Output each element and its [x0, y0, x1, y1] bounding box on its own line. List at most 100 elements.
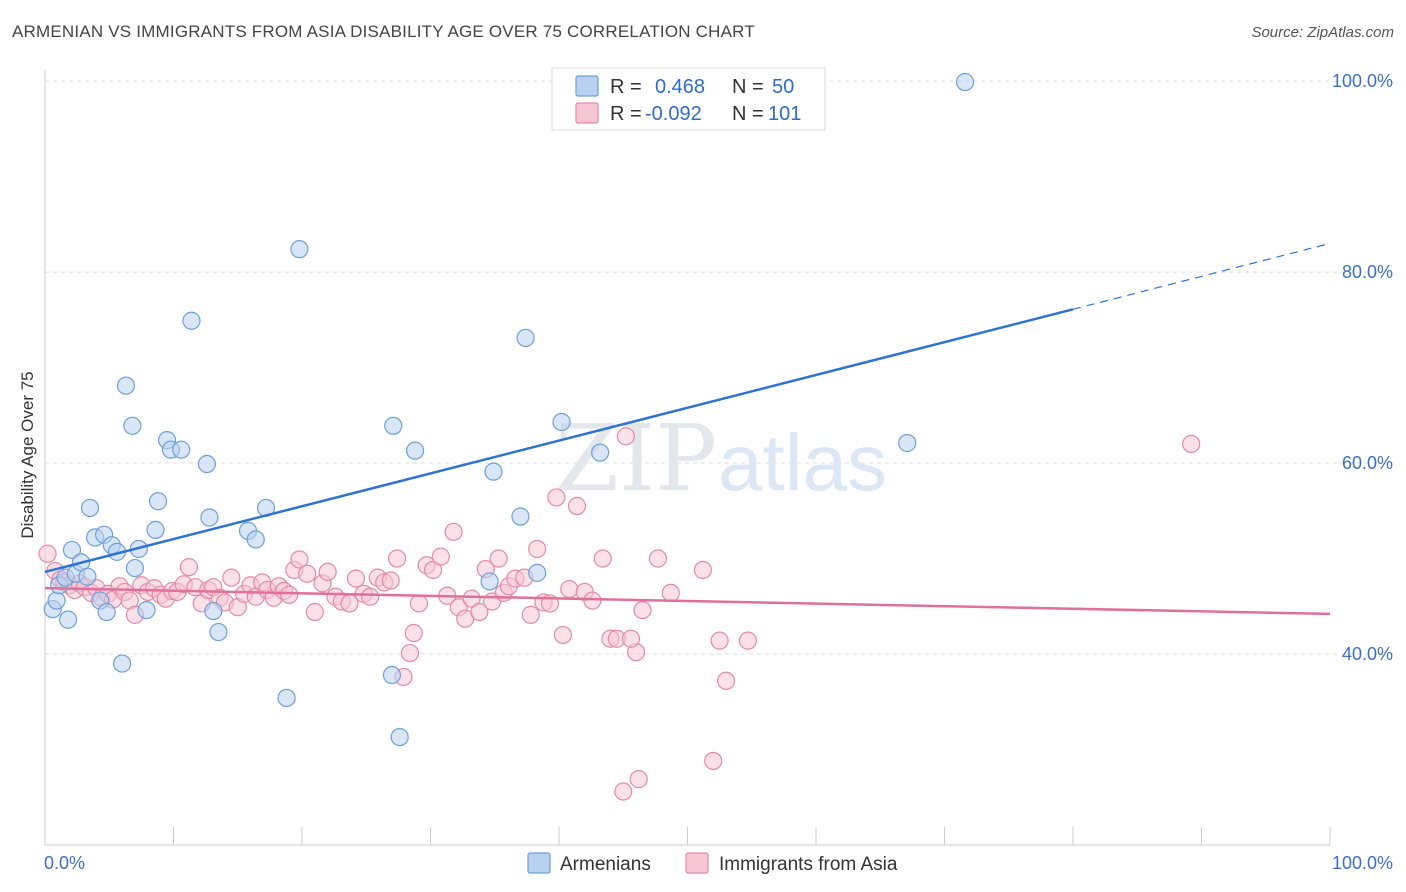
immigrants-point-83 — [547, 488, 566, 507]
immigrants-point-96 — [661, 583, 680, 603]
bottom-legend-immigrants: Immigrants from Asia — [719, 854, 898, 875]
legend-r-value-armenians: 0.468 — [655, 76, 705, 98]
immigrants-point-97 — [693, 560, 713, 580]
immigrants-point-86 — [567, 496, 587, 516]
armenians-point-40 — [405, 441, 425, 460]
y-tick-label-1: 60.0% — [1342, 453, 1393, 473]
legend-n-value-immigrants: 101 — [768, 103, 801, 125]
immigrants-point-94 — [633, 600, 652, 620]
immigrants-point-103 — [704, 751, 723, 771]
immigrants-point-84 — [553, 625, 572, 645]
immigrants-point-45 — [298, 564, 317, 583]
x-tick-label-0: 0.0% — [44, 853, 85, 873]
armenians-point-29 — [200, 508, 219, 527]
immigrants-point-61 — [404, 623, 423, 643]
armenians-trend-extension — [1072, 242, 1331, 310]
legend-r-value-immigrants: -0.092 — [645, 103, 702, 125]
armenians-point-23 — [148, 492, 168, 511]
series-immigrants-from-asia — [38, 427, 1201, 801]
watermark-zip: ZIP — [555, 405, 717, 512]
armenians-point-13 — [97, 602, 116, 622]
immigrants-point-52 — [346, 569, 366, 588]
armenians-point-31 — [209, 622, 228, 642]
immigrants-point-57 — [381, 571, 400, 590]
immigrants-point-64 — [423, 560, 443, 580]
armenians-point-18 — [123, 416, 142, 435]
armenians-point-45 — [528, 563, 547, 582]
watermark-atlas: atlas — [718, 418, 887, 507]
immigrants-point-74 — [489, 549, 508, 568]
armenians-point-28 — [197, 454, 217, 474]
immigrants-point-92 — [616, 427, 635, 446]
immigrants-point-65 — [431, 547, 450, 566]
immigrants-point-100 — [1182, 434, 1201, 454]
armenians-point-35 — [277, 688, 296, 708]
series-armenians — [43, 72, 975, 747]
immigrants-point-101 — [614, 782, 633, 801]
armenians-point-30 — [204, 601, 223, 621]
source-credit: Source: ZipAtlas.com — [1251, 24, 1394, 41]
immigrants-point-80 — [528, 539, 547, 559]
legend-n-label-armenians: N = — [732, 76, 764, 98]
armenians-point-36 — [290, 240, 309, 259]
armenians-point-4 — [59, 610, 78, 629]
chart-title: ARMENIAN VS IMMIGRANTS FROM ASIA DISABIL… — [12, 22, 755, 41]
immigrants-point-54 — [361, 587, 380, 606]
immigrants-point-46 — [305, 602, 324, 622]
immigrants-point-79 — [521, 605, 540, 624]
immigrants-point-67 — [444, 522, 463, 541]
armenians-point-48 — [898, 433, 917, 453]
legend-r-label-armenians: R = — [610, 76, 642, 98]
immigrants-point-105 — [621, 629, 641, 648]
legend-n-value-armenians: 50 — [772, 76, 794, 98]
immigrants-point-62 — [409, 594, 429, 613]
armenians-point-19 — [125, 558, 145, 578]
armenians-point-17 — [116, 376, 136, 395]
immigrants-point-0 — [38, 544, 57, 563]
armenians-point-8 — [78, 567, 97, 586]
y-axis-label: Disability Age Over 75 — [18, 371, 37, 538]
armenians-point-42 — [484, 462, 503, 481]
y-tick-label-2: 80.0% — [1342, 262, 1393, 282]
immigrants-point-58 — [387, 549, 407, 568]
immigrants-point-42 — [280, 585, 299, 604]
y-tick-label-3: 100.0% — [1332, 71, 1393, 91]
armenians-point-21 — [137, 600, 156, 620]
bottom-legend-armenians: Armenians — [560, 854, 651, 875]
armenians-point-47 — [591, 443, 610, 462]
armenians-point-49 — [955, 72, 975, 92]
armenians-point-5 — [62, 540, 82, 560]
axes — [44, 70, 1331, 846]
immigrants-point-88 — [583, 591, 602, 610]
immigrants-point-102 — [629, 770, 648, 789]
armenians-point-39 — [390, 727, 409, 747]
immigrants-point-32 — [222, 568, 241, 587]
bottom-legend: Armenians Immigrants from Asia — [527, 852, 898, 875]
immigrants-point-85 — [560, 579, 579, 599]
armenians-point-38 — [384, 416, 403, 435]
immigrants-point-70 — [462, 589, 481, 608]
armenians-point-9 — [80, 498, 100, 518]
armenians-trend-line — [44, 308, 1074, 574]
armenians-point-41 — [480, 572, 499, 591]
armenians-point-37 — [382, 665, 402, 685]
armenians-point-44 — [516, 328, 535, 348]
bottom-legend-swatch-immigrants — [685, 852, 709, 874]
immigrants-point-104 — [716, 671, 736, 690]
immigrants-point-48 — [318, 562, 337, 582]
immigrants-trend-line — [44, 586, 1331, 616]
armenians-point-43 — [511, 507, 530, 526]
grid-lines — [45, 80, 1392, 655]
immigrants-point-95 — [648, 549, 668, 568]
legend-r-label-immigrants: R = — [610, 103, 642, 125]
legend-n-label-immigrants: N = — [732, 103, 764, 125]
immigrants-point-60 — [400, 643, 420, 663]
immigrants-point-71 — [470, 602, 489, 622]
immigrants-point-98 — [710, 631, 729, 650]
legend-swatch-armenians — [575, 75, 599, 97]
armenians-point-33 — [246, 530, 265, 549]
armenians-point-1 — [47, 591, 66, 610]
x-tick-label-1: 100.0% — [1332, 853, 1393, 873]
armenians-point-16 — [112, 654, 132, 673]
